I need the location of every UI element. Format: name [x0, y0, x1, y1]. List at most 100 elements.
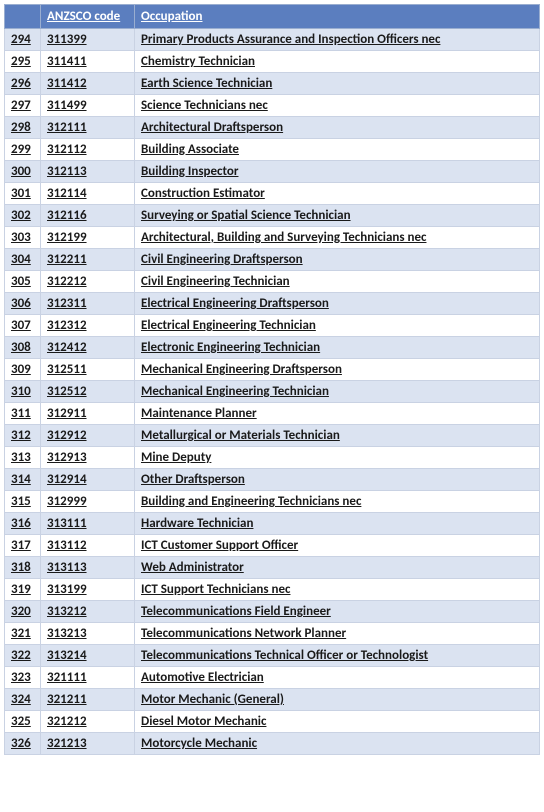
row-number: 326: [5, 733, 41, 755]
table-row: 297311499Science Technicians nec: [5, 95, 540, 117]
row-number: 320: [5, 601, 41, 623]
table-row: 298312111Architectural Draftsperson: [5, 117, 540, 139]
occupation[interactable]: Mine Deputy: [135, 447, 540, 469]
row-number: 314: [5, 469, 41, 491]
occupation[interactable]: Mechanical Engineering Technician: [135, 381, 540, 403]
table-row: 303312199Architectural, Building and Sur…: [5, 227, 540, 249]
anzsco-code[interactable]: 312912: [41, 425, 135, 447]
occupation[interactable]: Telecommunications Technical Officer or …: [135, 645, 540, 667]
occupation[interactable]: Mechanical Engineering Draftsperson: [135, 359, 540, 381]
anzsco-code[interactable]: 312312: [41, 315, 135, 337]
occupation[interactable]: Civil Engineering Technician: [135, 271, 540, 293]
row-number: 304: [5, 249, 41, 271]
row-number: 306: [5, 293, 41, 315]
table-row: 311312911Maintenance Planner: [5, 403, 540, 425]
anzsco-code[interactable]: 313214: [41, 645, 135, 667]
occupation[interactable]: Diesel Motor Mechanic: [135, 711, 540, 733]
row-number: 315: [5, 491, 41, 513]
occupation[interactable]: Building Inspector: [135, 161, 540, 183]
table-row: 326321213Motorcycle Mechanic: [5, 733, 540, 755]
row-number: 307: [5, 315, 41, 337]
anzsco-table: ANZSCO code Occupation 294311399Primary …: [4, 4, 540, 755]
row-number: 300: [5, 161, 41, 183]
occupation[interactable]: ICT Customer Support Officer: [135, 535, 540, 557]
occupation[interactable]: Electrical Engineering Technician: [135, 315, 540, 337]
occupation[interactable]: Electrical Engineering Draftsperson: [135, 293, 540, 315]
table-row: 302312116Surveying or Spatial Science Te…: [5, 205, 540, 227]
occupation[interactable]: ICT Support Technicians nec: [135, 579, 540, 601]
anzsco-code[interactable]: 312114: [41, 183, 135, 205]
occupation[interactable]: Automotive Electrician: [135, 667, 540, 689]
table-row: 310312512Mechanical Engineering Technici…: [5, 381, 540, 403]
anzsco-code[interactable]: 313113: [41, 557, 135, 579]
anzsco-code[interactable]: 321213: [41, 733, 135, 755]
occupation[interactable]: Civil Engineering Draftsperson: [135, 249, 540, 271]
anzsco-code[interactable]: 311399: [41, 29, 135, 51]
table-row: 304312211Civil Engineering Draftsperson: [5, 249, 540, 271]
anzsco-code[interactable]: 312913: [41, 447, 135, 469]
occupation[interactable]: Telecommunications Network Planner: [135, 623, 540, 645]
table-row: 318313113Web Administrator: [5, 557, 540, 579]
anzsco-code[interactable]: 312112: [41, 139, 135, 161]
table-row: 295311411Chemistry Technician: [5, 51, 540, 73]
table-row: 321313213Telecommunications Network Plan…: [5, 623, 540, 645]
table-row: 299312112Building Associate: [5, 139, 540, 161]
anzsco-code[interactable]: 311411: [41, 51, 135, 73]
anzsco-code[interactable]: 313213: [41, 623, 135, 645]
anzsco-code[interactable]: 313111: [41, 513, 135, 535]
row-number: 296: [5, 73, 41, 95]
occupation[interactable]: Motor Mechanic (General): [135, 689, 540, 711]
anzsco-code[interactable]: 312511: [41, 359, 135, 381]
occupation[interactable]: Telecommunications Field Engineer: [135, 601, 540, 623]
anzsco-code[interactable]: 311499: [41, 95, 135, 117]
occupation[interactable]: Web Administrator: [135, 557, 540, 579]
anzsco-code[interactable]: 312512: [41, 381, 135, 403]
anzsco-code[interactable]: 313112: [41, 535, 135, 557]
anzsco-code[interactable]: 312911: [41, 403, 135, 425]
row-number: 295: [5, 51, 41, 73]
occupation[interactable]: Metallurgical or Materials Technician: [135, 425, 540, 447]
occupation[interactable]: Hardware Technician: [135, 513, 540, 535]
anzsco-code[interactable]: 312914: [41, 469, 135, 491]
anzsco-code[interactable]: 312311: [41, 293, 135, 315]
anzsco-code[interactable]: 321211: [41, 689, 135, 711]
anzsco-code[interactable]: 312116: [41, 205, 135, 227]
occupation[interactable]: Surveying or Spatial Science Technician: [135, 205, 540, 227]
occupation[interactable]: Architectural, Building and Surveying Te…: [135, 227, 540, 249]
anzsco-code[interactable]: 313212: [41, 601, 135, 623]
table-row: 301312114Construction Estimator: [5, 183, 540, 205]
anzsco-code[interactable]: 312211: [41, 249, 135, 271]
row-number: 297: [5, 95, 41, 117]
table-row: 312312912Metallurgical or Materials Tech…: [5, 425, 540, 447]
anzsco-code[interactable]: 312212: [41, 271, 135, 293]
table-row: 317313112ICT Customer Support Officer: [5, 535, 540, 557]
anzsco-code[interactable]: 312412: [41, 337, 135, 359]
occupation[interactable]: Primary Products Assurance and Inspectio…: [135, 29, 540, 51]
occupation[interactable]: Building Associate: [135, 139, 540, 161]
table-row: 307312312Electrical Engineering Technici…: [5, 315, 540, 337]
table-row: 316313111Hardware Technician: [5, 513, 540, 535]
occupation[interactable]: Maintenance Planner: [135, 403, 540, 425]
anzsco-code[interactable]: 312111: [41, 117, 135, 139]
anzsco-code[interactable]: 321212: [41, 711, 135, 733]
anzsco-code[interactable]: 312113: [41, 161, 135, 183]
anzsco-code[interactable]: 311412: [41, 73, 135, 95]
table-row: 322313214Telecommunications Technical Of…: [5, 645, 540, 667]
occupation[interactable]: Architectural Draftsperson: [135, 117, 540, 139]
occupation[interactable]: Motorcycle Mechanic: [135, 733, 540, 755]
anzsco-code[interactable]: 312999: [41, 491, 135, 513]
occupation[interactable]: Science Technicians nec: [135, 95, 540, 117]
anzsco-code[interactable]: 312199: [41, 227, 135, 249]
occupation[interactable]: Chemistry Technician: [135, 51, 540, 73]
anzsco-code[interactable]: 313199: [41, 579, 135, 601]
occupation[interactable]: Earth Science Technician: [135, 73, 540, 95]
occupation[interactable]: Electronic Engineering Technician: [135, 337, 540, 359]
occupation[interactable]: Other Draftsperson: [135, 469, 540, 491]
occupation[interactable]: Construction Estimator: [135, 183, 540, 205]
table-row: 315312999Building and Engineering Techni…: [5, 491, 540, 513]
row-number: 308: [5, 337, 41, 359]
header-anzsco-code: ANZSCO code: [41, 5, 135, 29]
anzsco-code[interactable]: 321111: [41, 667, 135, 689]
row-number: 313: [5, 447, 41, 469]
occupation[interactable]: Building and Engineering Technicians nec: [135, 491, 540, 513]
